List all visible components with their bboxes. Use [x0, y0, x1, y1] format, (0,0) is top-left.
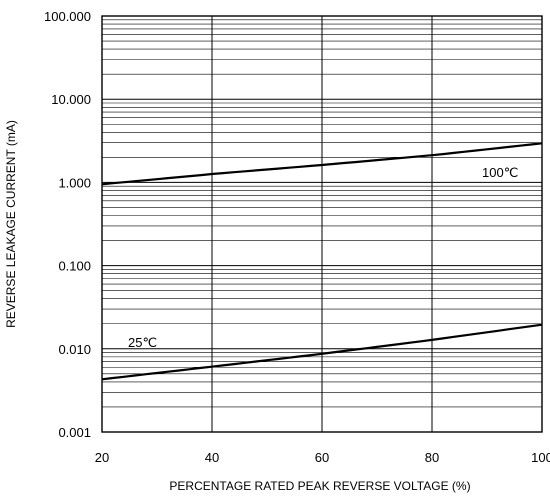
series-line-25c: [101, 323, 543, 381]
plot-frame: [101, 15, 543, 433]
y-tick-label: 1.000: [58, 175, 91, 190]
y-axis-label: REVERSE LEAKAGE CURRENT (mA): [4, 120, 18, 328]
series-label-100c: 100℃: [482, 165, 518, 180]
series-lines: [101, 142, 543, 381]
y-tick-label: 100.000: [44, 9, 91, 24]
y-tick-label: 0.100: [58, 259, 91, 274]
series-line-100c: [101, 142, 543, 186]
y-tick-label: 10.000: [51, 92, 91, 107]
y-tick-label: 0.001: [58, 425, 91, 440]
x-tick-label: 80: [425, 450, 439, 465]
y-axis-tick-labels: 0.001 0.010 0.100 1.000 10.000 100.000: [44, 9, 91, 440]
x-tick-label: 60: [315, 450, 329, 465]
x-axis-label: PERCENTAGE RATED PEAK REVERSE VOLTAGE (%…: [169, 479, 470, 493]
x-axis-tick-labels: 20 40 60 80 100: [95, 450, 550, 465]
y-tick-label: 0.010: [58, 342, 91, 357]
x-tick-label: 40: [205, 450, 219, 465]
x-tick-label: 100: [531, 450, 550, 465]
major-grid: [101, 16, 543, 433]
x-tick-label: 20: [95, 450, 109, 465]
series-label-25c: 25℃: [128, 335, 157, 350]
